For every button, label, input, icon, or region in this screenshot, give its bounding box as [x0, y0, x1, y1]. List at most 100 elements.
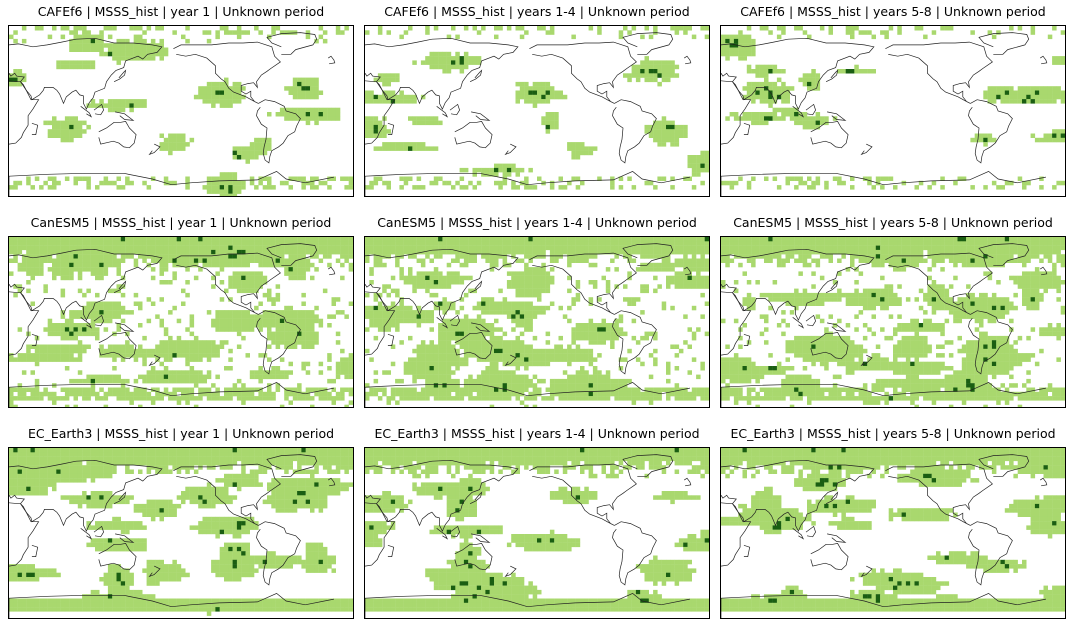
skill-cell [455, 275, 460, 281]
skill-cell [914, 241, 919, 246]
skill-cell [532, 383, 538, 388]
skill-cell [1052, 99, 1057, 104]
skill-cell [648, 237, 654, 242]
skill-cell [446, 305, 452, 311]
skill-cell [318, 396, 324, 401]
skill-cell [310, 314, 315, 319]
skill-cell [1034, 137, 1040, 143]
skill-cell [631, 387, 637, 392]
skill-cell [412, 275, 417, 281]
skill-cell [288, 185, 293, 190]
coastline-britain [328, 266, 336, 276]
skill-cell [99, 310, 104, 315]
skill-cell [189, 340, 195, 345]
skill-cell [335, 366, 341, 371]
skill-cell [377, 124, 383, 130]
skill-cell [224, 90, 229, 95]
skill-cell [159, 340, 164, 345]
skill-cell [47, 176, 53, 181]
skill-cell [893, 241, 898, 246]
skill-cell [17, 249, 23, 255]
skill-cell [56, 323, 61, 328]
skill-cell [871, 185, 876, 190]
skill-cell [224, 241, 229, 246]
skill-cell [262, 280, 268, 285]
skill-cell [138, 305, 143, 311]
skill-cell [918, 237, 924, 242]
skill-cell [691, 331, 697, 337]
coastline-greenland [622, 32, 674, 55]
skill-cell [377, 120, 383, 126]
skill-cell [107, 305, 113, 311]
skill-cell [776, 26, 782, 31]
skill-cell [297, 237, 302, 242]
skill-cell [700, 155, 705, 160]
skill-cell [412, 361, 417, 367]
skill-cell [532, 103, 538, 108]
skill-cell [172, 146, 177, 151]
skill-cell [275, 241, 281, 246]
skill-cell [318, 26, 324, 31]
skill-cell [1017, 94, 1023, 100]
skill-cell [236, 314, 242, 319]
skill-cell [738, 51, 743, 57]
skill-cell [202, 99, 207, 104]
skill-cell [215, 318, 220, 324]
skill-cell [408, 357, 413, 362]
skill-cell [155, 47, 160, 52]
skill-cell [279, 331, 285, 337]
skill-cell [524, 180, 529, 186]
skill-cell [382, 249, 387, 255]
skill-cell [21, 357, 27, 362]
skill-cell [468, 391, 473, 397]
skill-cell [103, 258, 109, 263]
skill-cell [571, 34, 576, 40]
skill-cell [211, 383, 216, 388]
skill-cell [627, 30, 632, 35]
skill-cell [502, 331, 508, 337]
skill-cell [666, 129, 671, 134]
skill-cell [412, 314, 417, 319]
skill-cell [1060, 99, 1065, 104]
skill-cell [176, 245, 182, 251]
skill-cell [412, 241, 417, 246]
skill-cell [541, 310, 546, 315]
skill-cell [90, 60, 96, 65]
skill-cell [211, 258, 216, 263]
skill-cell [468, 327, 473, 332]
skill-cell [1000, 86, 1005, 91]
skill-cell [515, 353, 520, 358]
skill-cell [489, 254, 495, 259]
skill-cell [310, 180, 315, 186]
skill-cell [515, 271, 520, 276]
skill-cell [519, 241, 525, 246]
skill-cell [648, 262, 654, 268]
skill-cell [451, 237, 456, 242]
skill-cell [567, 254, 572, 259]
coastline-namerica [173, 252, 281, 315]
skill-cell [580, 254, 585, 259]
skill-cell [189, 249, 195, 255]
skill-cell [772, 90, 778, 95]
skill-cell [168, 396, 173, 401]
skill-cell [314, 340, 319, 345]
skill-cell [103, 348, 109, 354]
skill-cell [185, 254, 190, 259]
skill-cell [279, 107, 285, 113]
skill-cell [759, 120, 765, 126]
skill-cell [21, 396, 27, 401]
skill-cell [189, 396, 195, 401]
skill-cell [82, 245, 87, 251]
skill-cell [267, 137, 272, 143]
skill-cell [198, 348, 203, 354]
skill-cell [554, 249, 559, 255]
skill-cell [807, 116, 812, 121]
skill-cell [99, 47, 104, 52]
skill-cell [39, 344, 44, 349]
skill-cell [498, 383, 503, 388]
skill-cell [99, 38, 104, 44]
skill-cell [558, 305, 563, 311]
skill-cell [73, 245, 78, 251]
skill-cell [86, 258, 91, 263]
skill-cell [567, 142, 572, 147]
